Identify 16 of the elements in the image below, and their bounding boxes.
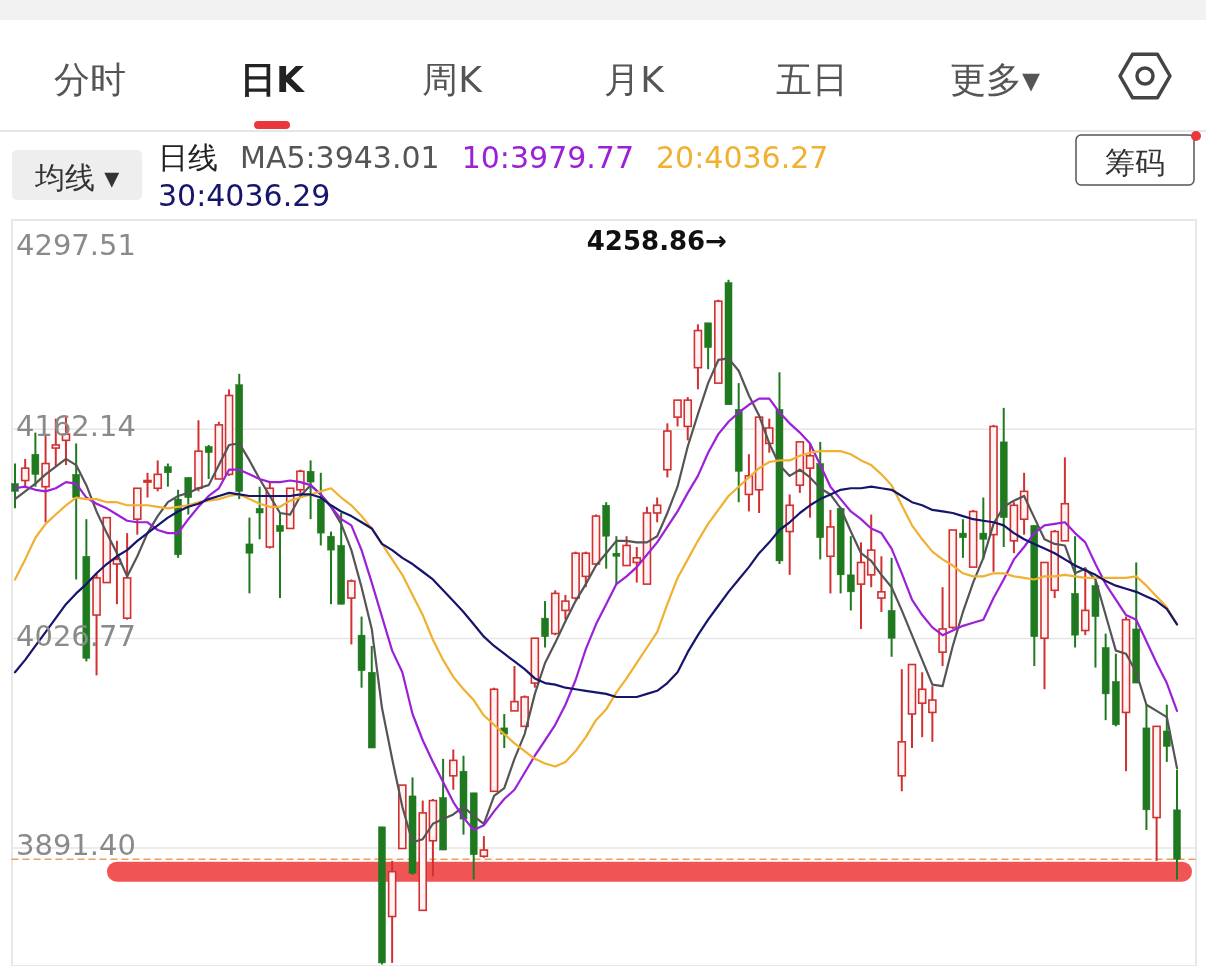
text: 更多▾ [949, 59, 1041, 100]
text: 日K [240, 59, 306, 100]
text: 筹码 [1105, 145, 1165, 180]
text: 五日 [776, 59, 848, 100]
text: 月K [604, 59, 666, 100]
text: 20:4036.27 [656, 140, 829, 175]
text: 分时 [54, 59, 126, 100]
text: 周K [422, 59, 484, 100]
text: 30:4036.29 [158, 178, 331, 213]
text: MA5:3943.01 [240, 140, 440, 175]
legend-title: 日线 [158, 140, 218, 175]
annotation: 4258.86→ [586, 226, 727, 256]
y-tick-label: 3891.40 [16, 827, 136, 862]
text: 10:3979.77 [461, 140, 635, 175]
text: 均线 ▾ [33, 160, 120, 195]
y-tick-label: 4297.51 [16, 228, 136, 262]
